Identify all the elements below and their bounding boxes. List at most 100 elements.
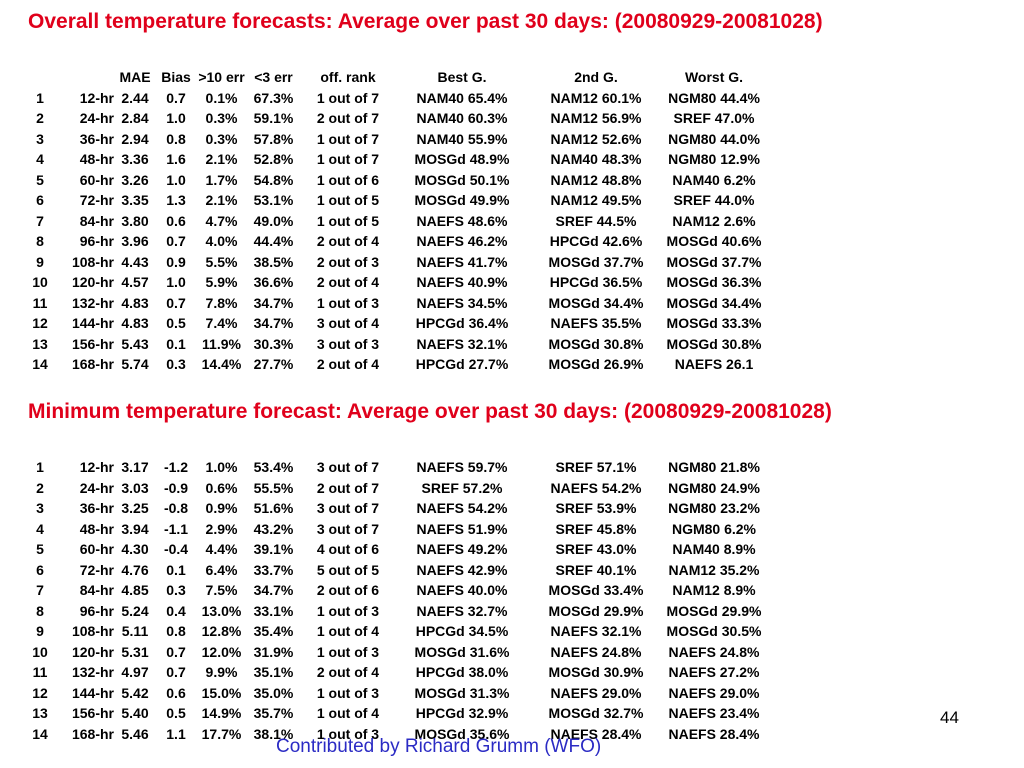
cell-bias: 1.0 (166, 274, 186, 291)
cell-err10: 2.1% (205, 151, 238, 168)
cell-err3: 67.3% (253, 89, 294, 106)
cell-second-guidance: MOSGd 32.7% (548, 705, 644, 722)
cell-worst-guidance: NGM80 12.9% (668, 151, 760, 168)
cell-best-guidance: NAM40 55.9% (416, 130, 508, 147)
cell-second-guidance: NAEFS 28.4% (550, 725, 642, 742)
cell-mae: 3.35 (121, 192, 149, 209)
cell-index: 12 (32, 315, 48, 332)
cell-err10: 1.0% (205, 459, 238, 476)
table-row: 4 48-hr 3.94 -1.1 2.9% 43.2% 3 out of 7 NAEFS 5… (24, 519, 764, 540)
cell-lead: 84-hr (79, 582, 114, 599)
cell-worst-guidance: NGM80 24.9% (668, 479, 760, 496)
cell-best-guidance: NAEFS 42.9% (416, 561, 508, 578)
cell-err10: 7.8% (205, 294, 238, 311)
cell-best-guidance: HPCGd 36.4% (415, 315, 509, 332)
cell-mae: 2.44 (121, 89, 149, 106)
cell-best-guidance: NAEFS 54.2% (416, 500, 508, 517)
cell-err3: 57.8% (253, 130, 294, 147)
cell-err3: 51.6% (253, 500, 294, 517)
cell-best-guidance: MOSGd 49.9% (414, 192, 510, 209)
table-row: 8 96-hr 3.96 0.7 4.0% 44.4% 2 out of 4 NAEFS 46… (24, 231, 764, 252)
cell-worst-guidance: NGM80 44.0% (668, 130, 760, 147)
minimum-temperature-table: 1 12-hr 3.17 -1.2 1.0% 53.4% 3 out of 7 NAEFS 5… (24, 457, 764, 744)
cell-err3: 44.4% (253, 233, 294, 250)
cell-err10: 14.9% (201, 705, 242, 722)
table-row: 1 12-hr 3.17 -1.2 1.0% 53.4% 3 out of 7 NAEFS 5… (24, 457, 764, 478)
cell-best-guidance: NAEFS 40.0% (416, 582, 508, 599)
cell-second-guidance: SREF 40.1% (555, 561, 637, 578)
cell-err3: 39.1% (253, 541, 294, 558)
cell-rank: 1 out of 4 (316, 705, 380, 722)
cell-lead: 72-hr (79, 561, 114, 578)
cell-second-guidance: NAEFS 32.1% (550, 623, 642, 640)
cell-bias: 0.5 (166, 705, 186, 722)
header-worst: Worst G. (684, 69, 744, 86)
table-row: 2 24-hr 2.84 1.0 0.3% 59.1% 2 out of 7 NAM40 60… (24, 108, 764, 129)
cell-lead: 108-hr (71, 253, 114, 270)
table-row: 7 84-hr 4.85 0.3 7.5% 34.7% 2 out of 6 NAEFS 40… (24, 580, 764, 601)
cell-err3: 35.7% (253, 705, 294, 722)
cell-mae: 4.83 (121, 315, 149, 332)
cell-err10: 2.1% (205, 192, 238, 209)
cell-rank: 3 out of 7 (316, 459, 380, 476)
header-lead (56, 67, 114, 88)
cell-rank: 1 out of 7 (316, 89, 380, 106)
cell-index: 11 (32, 294, 48, 311)
cell-mae: 4.97 (121, 664, 149, 681)
cell-worst-guidance: MOSGd 29.9% (666, 602, 762, 619)
cell-second-guidance: NAEFS 35.5% (550, 315, 642, 332)
cell-lead: 84-hr (79, 212, 114, 229)
cell-worst-guidance: NAEFS 28.4% (668, 725, 760, 742)
table-row: 3 36-hr 3.25 -0.8 0.9% 51.6% 3 out of 7 NAEFS 5… (24, 498, 764, 519)
cell-bias: 0.8 (166, 130, 186, 147)
cell-mae: 4.57 (121, 274, 149, 291)
cell-err3: 34.7% (253, 294, 294, 311)
cell-worst-guidance: MOSGd 40.6% (666, 233, 762, 250)
cell-mae: 3.80 (121, 212, 149, 229)
cell-mae: 5.74 (121, 356, 149, 373)
cell-second-guidance: NAM12 60.1% (550, 89, 642, 106)
cell-second-guidance: HPCGd 36.5% (549, 274, 643, 291)
cell-err3: 43.2% (253, 520, 294, 537)
cell-err3: 27.7% (253, 356, 294, 373)
table-row: 13 156-hr 5.40 0.5 14.9% 35.7% 1 out of 4 HPCGd… (24, 703, 764, 724)
cell-index: 5 (36, 171, 44, 188)
cell-rank: 4 out of 6 (316, 541, 380, 558)
table-row: 6 72-hr 4.76 0.1 6.4% 33.7% 5 out of 5 NAEFS 42… (24, 560, 764, 581)
cell-bias: 0.1 (166, 335, 186, 352)
cell-best-guidance: NAEFS 49.2% (416, 541, 508, 558)
cell-err3: 34.7% (253, 582, 294, 599)
cell-rank: 1 out of 3 (316, 684, 380, 701)
cell-rank: 2 out of 7 (316, 110, 380, 127)
cell-worst-guidance: NGM80 21.8% (668, 459, 760, 476)
cell-err10: 5.9% (205, 274, 238, 291)
cell-mae: 5.43 (121, 335, 149, 352)
cell-best-guidance: HPCGd 38.0% (415, 664, 509, 681)
cell-rank: 1 out of 4 (316, 623, 380, 640)
cell-err3: 53.1% (253, 192, 294, 209)
minimum-table-title: Minimum temperature forecast: Average ov… (28, 400, 832, 423)
cell-second-guidance: SREF 53.9% (555, 500, 637, 517)
cell-index: 11 (32, 664, 48, 681)
cell-err3: 52.8% (253, 151, 294, 168)
cell-mae: 2.84 (121, 110, 149, 127)
cell-second-guidance: NAM12 48.8% (550, 171, 642, 188)
cell-rank: 1 out of 6 (316, 171, 380, 188)
cell-bias: 0.6 (166, 212, 186, 229)
cell-err10: 12.8% (201, 623, 242, 640)
cell-lead: 36-hr (79, 130, 114, 147)
header-rank: off. rank (320, 69, 376, 86)
cell-err10: 0.9% (205, 500, 238, 517)
cell-index: 7 (36, 582, 44, 599)
cell-lead: 168-hr (71, 356, 114, 373)
cell-index: 8 (36, 602, 44, 619)
cell-worst-guidance: NAEFS 27.2% (668, 664, 760, 681)
cell-lead: 120-hr (71, 274, 114, 291)
cell-err10: 5.5% (205, 253, 238, 270)
cell-second-guidance: SREF 57.1% (555, 459, 637, 476)
cell-index: 4 (36, 520, 44, 537)
cell-index: 9 (36, 623, 44, 640)
cell-bias: 0.6 (166, 684, 186, 701)
cell-second-guidance: SREF 43.0% (555, 541, 637, 558)
cell-index: 13 (32, 335, 48, 352)
